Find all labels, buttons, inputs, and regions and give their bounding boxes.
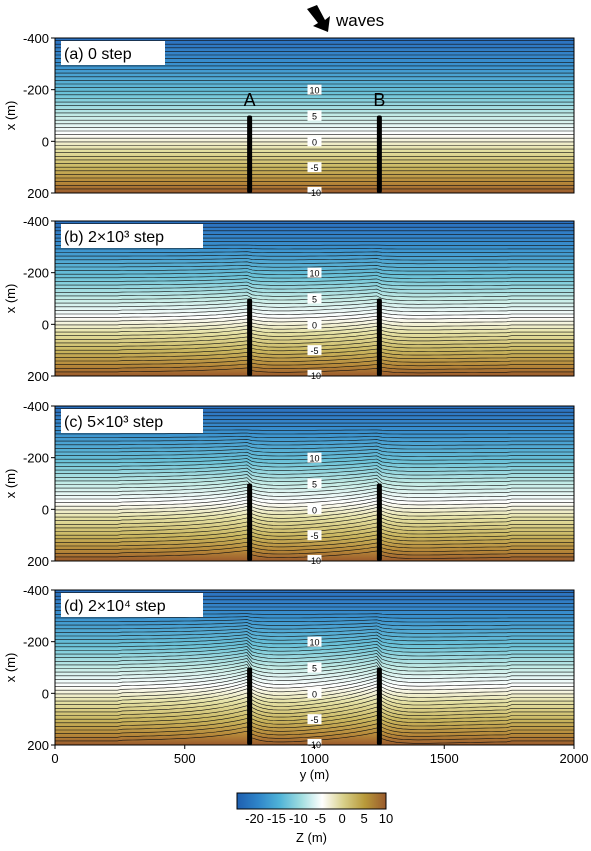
y-tick-label: 200	[27, 369, 49, 384]
waves-indicator: waves	[307, 5, 384, 32]
colorbar-tick-label: -10	[289, 811, 308, 826]
colorbar-tick-label: -20	[245, 811, 264, 826]
y-axis-label: x (m)	[3, 653, 18, 683]
colorbar-tick-label: 0	[339, 811, 346, 826]
contour-label: 0	[312, 505, 317, 515]
y-tick-label: 200	[27, 738, 49, 753]
contour-label: 0	[312, 320, 317, 330]
x-tick-label: 1000	[300, 751, 329, 766]
groin-A	[247, 299, 252, 377]
groin-B	[377, 116, 382, 194]
contour-label: 5	[312, 295, 317, 305]
colorbar-tick-label: -15	[267, 811, 286, 826]
panel-label: (a) 0 step	[61, 41, 165, 65]
colorbar-scale	[237, 793, 386, 809]
contour-label: 0	[312, 137, 317, 147]
panel-title: (c) 5×10³ step	[64, 414, 163, 431]
x-tick-label: 2000	[560, 751, 589, 766]
y-tick-label: 0	[42, 317, 49, 332]
y-tick-label: -400	[23, 214, 49, 229]
waves-arrow-icon	[307, 5, 330, 32]
y-tick-label: 200	[27, 554, 49, 569]
panel-title: (d) 2×10⁴ step	[64, 598, 166, 615]
contour-label: -5	[310, 163, 318, 173]
y-tick-label: -200	[23, 635, 49, 650]
x-axis-label: y (m)	[300, 767, 330, 782]
y-tick-label: 0	[42, 502, 49, 517]
y-tick-label: -200	[23, 83, 49, 98]
y-tick-label: -200	[23, 266, 49, 281]
groin-B	[377, 299, 382, 377]
y-tick-label: 0	[42, 134, 49, 149]
x-tick-label: 500	[174, 751, 196, 766]
groin-label-A: A	[244, 90, 256, 110]
y-axis-label: x (m)	[3, 284, 18, 314]
colorbar-label: Z (m)	[296, 830, 327, 845]
y-tick-label: -400	[23, 31, 49, 46]
contour-label: -5	[310, 346, 318, 356]
groin-A	[247, 116, 252, 194]
contour-label: 10	[309, 454, 319, 464]
y-tick-label: -400	[23, 583, 49, 598]
contour-label: -5	[310, 531, 318, 541]
contour-label: 5	[312, 112, 317, 122]
y-tick-label: -400	[23, 399, 49, 414]
colorbar-tick-label: 5	[360, 811, 367, 826]
panel-label: (c) 5×10³ step	[61, 409, 203, 433]
groin-B	[377, 668, 382, 746]
panel-title: (a) 0 step	[64, 46, 132, 63]
y-tick-label: 200	[27, 186, 49, 201]
contour-label: -5	[310, 715, 318, 725]
panel-label: (b) 2×10³ step	[61, 224, 203, 248]
groin-A	[247, 668, 252, 746]
contour-label: 0	[312, 689, 317, 699]
groin-A	[247, 484, 252, 562]
contour-label: 5	[312, 480, 317, 490]
y-tick-label: -200	[23, 451, 49, 466]
colorbar-tick-label: 10	[379, 811, 393, 826]
contour-label: 10	[309, 86, 319, 96]
panel-label: (d) 2×10⁴ step	[61, 593, 203, 617]
x-tick-label: 0	[51, 751, 58, 766]
groin-label-B: B	[373, 90, 385, 110]
y-tick-label: 0	[42, 686, 49, 701]
contour-label: 10	[309, 269, 319, 279]
colorbar-tick-label: -5	[314, 811, 326, 826]
x-tick-label: 1500	[430, 751, 459, 766]
panel-title: (b) 2×10³ step	[64, 229, 164, 246]
contour-label: 10	[309, 638, 319, 648]
waves-label: waves	[335, 11, 384, 30]
groin-B	[377, 484, 382, 562]
contour-label: 5	[312, 664, 317, 674]
y-axis-label: x (m)	[3, 101, 18, 131]
y-axis-label: x (m)	[3, 469, 18, 499]
